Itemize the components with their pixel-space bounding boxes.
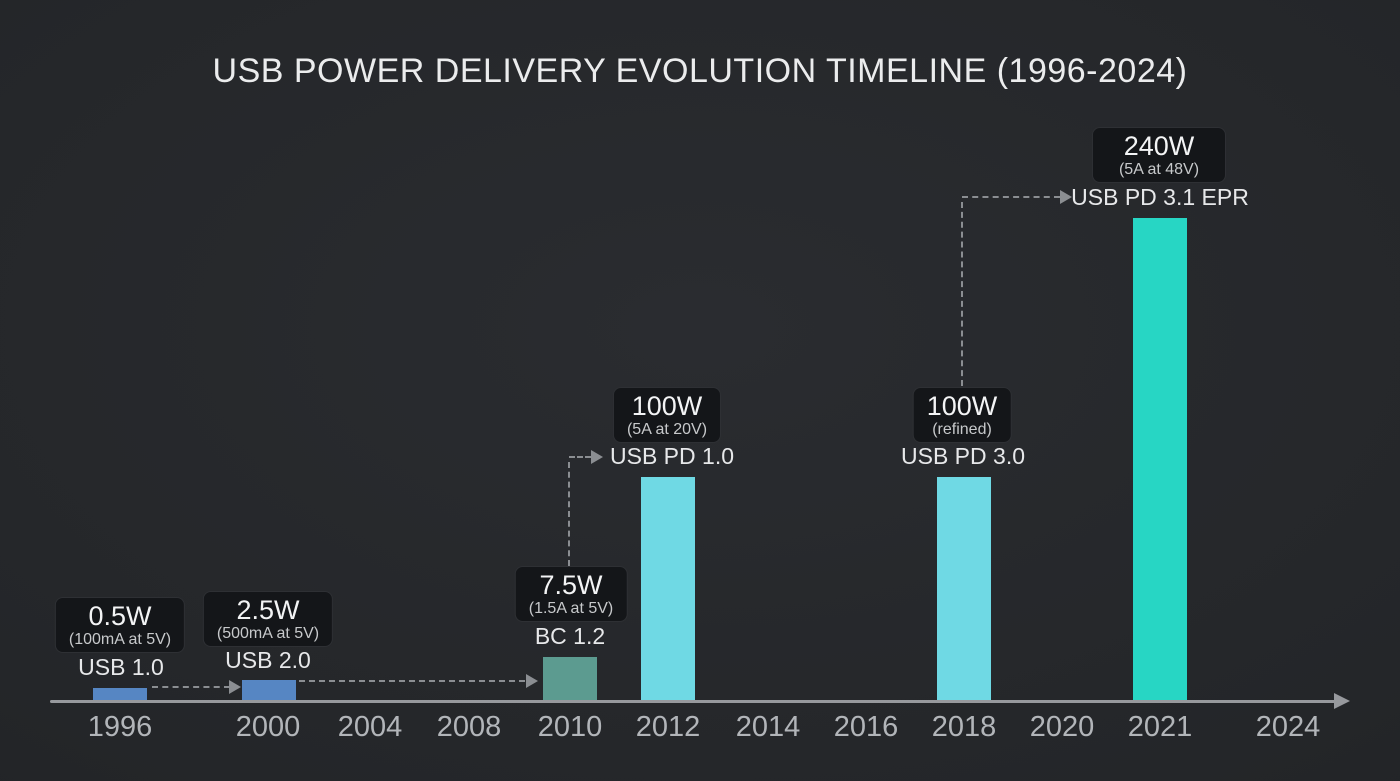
x-tick-2004: 2004	[337, 711, 403, 743]
x-axis-line	[50, 700, 1336, 703]
power-value: 100W	[631, 391, 703, 421]
power-badge-usb-2-0: 2.5W (500mA at 5V)	[202, 591, 334, 647]
x-tick-2018: 2018	[931, 711, 997, 743]
x-tick-2012: 2012	[635, 711, 701, 743]
x-tick-2014: 2014	[735, 711, 801, 743]
x-axis-arrow-icon	[1334, 693, 1350, 709]
connector-1996-2000-arrow-icon	[229, 680, 241, 694]
power-detail: (refined)	[932, 421, 992, 438]
spec-label-usb-1-0: USB 1.0	[78, 654, 164, 680]
connector-1996-2000-line	[152, 686, 230, 688]
bar-usb-pd-3-0	[937, 477, 991, 702]
spec-label-usb-2-0: USB 2.0	[225, 647, 311, 673]
spec-label-usb-pd-3-0: USB PD 3.0	[901, 443, 1025, 469]
spec-label-usb-pd-3-1-epr: USB PD 3.1 EPR	[1071, 184, 1249, 210]
bar-usb-pd-3-1-epr	[1133, 218, 1187, 702]
connector-2010-2012-arrow-icon	[591, 450, 603, 464]
connector-2010-2012-line	[569, 456, 591, 458]
power-badge-usb-pd-3-1-epr: 240W (5A at 48V)	[1091, 127, 1227, 183]
power-detail: (500mA at 5V)	[216, 625, 320, 642]
chart-title: USB POWER DELIVERY EVOLUTION TIMELINE (1…	[212, 52, 1188, 90]
bar-bc-1-2	[543, 657, 597, 702]
x-tick-2020: 2020	[1029, 711, 1095, 743]
power-value: 7.5W	[539, 570, 603, 600]
connector-2018-2021-line	[962, 196, 1060, 198]
power-value: 0.5W	[88, 601, 152, 631]
power-value: 100W	[926, 391, 998, 421]
connector-2018-2021-vertical	[961, 202, 963, 386]
power-value: 240W	[1123, 131, 1195, 161]
x-tick-2008: 2008	[436, 711, 502, 743]
spec-label-bc-1-2: BC 1.2	[534, 623, 606, 649]
power-badge-bc-1-2: 7.5W (1.5A at 5V)	[514, 566, 628, 622]
power-badge-usb-pd-3-0: 100W (refined)	[912, 387, 1012, 443]
x-tick-2021: 2021	[1127, 711, 1193, 743]
connector-2010-2012-vertical	[568, 462, 570, 566]
x-tick-2016: 2016	[833, 711, 899, 743]
power-detail: (5A at 20V)	[626, 421, 708, 438]
connector-2018-2021-arrow-icon	[1060, 190, 1072, 204]
x-tick-2000: 2000	[235, 711, 301, 743]
x-tick-1996: 1996	[87, 711, 153, 743]
connector-2000-2010-line	[299, 680, 525, 682]
power-detail: (100mA at 5V)	[68, 631, 172, 648]
power-badge-usb-pd-1-0: 100W (5A at 20V)	[612, 387, 722, 443]
power-detail: (1.5A at 5V)	[528, 600, 614, 617]
connector-2000-2010-arrow-icon	[526, 674, 538, 688]
bar-usb-1-0	[93, 688, 147, 702]
power-detail: (5A at 48V)	[1118, 161, 1200, 178]
x-tick-2010: 2010	[537, 711, 603, 743]
bar-usb-pd-1-0	[641, 477, 695, 702]
power-badge-usb-1-0: 0.5W (100mA at 5V)	[54, 597, 186, 653]
power-value: 2.5W	[236, 595, 300, 625]
x-tick-2024: 2024	[1255, 711, 1321, 743]
bar-usb-2-0	[242, 680, 296, 702]
spec-label-usb-pd-1-0: USB PD 1.0	[610, 443, 734, 469]
